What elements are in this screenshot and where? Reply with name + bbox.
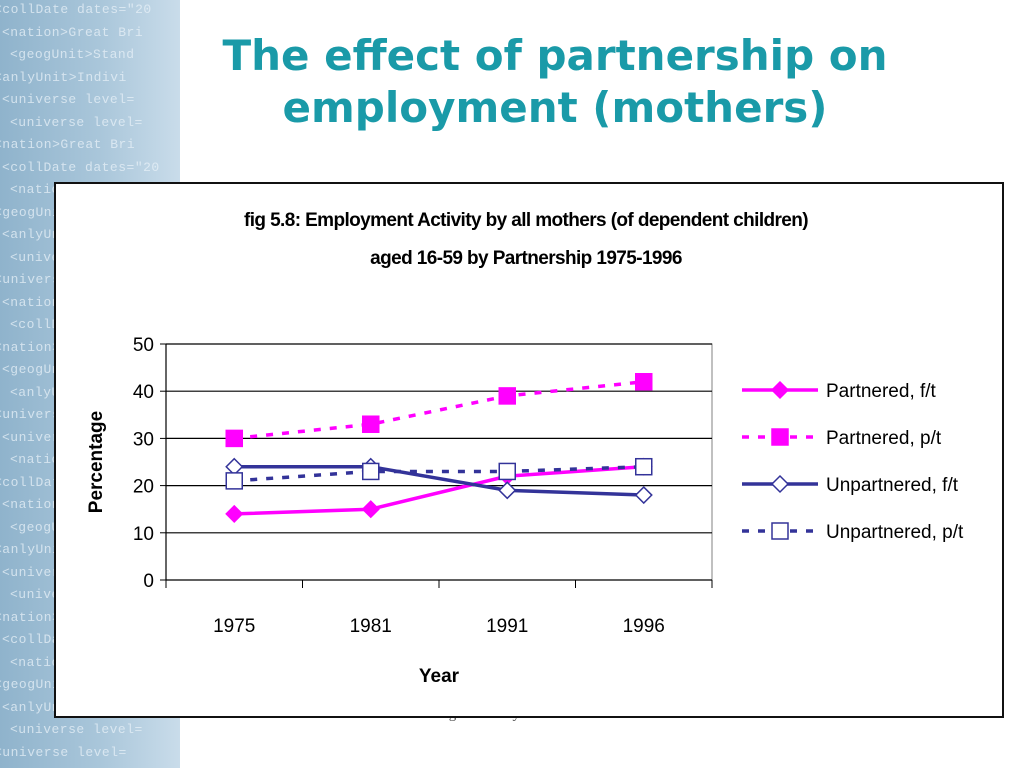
band-text-line: <collDate dates="20 bbox=[0, 2, 152, 17]
band-text-line: <universe level= bbox=[2, 92, 135, 107]
legend-label: Unpartnered, f/t bbox=[826, 475, 959, 496]
x-tick-label: 1975 bbox=[213, 616, 255, 637]
chart-title-line-2: aged 16-59 by Partnership 1975-1996 bbox=[370, 248, 682, 269]
data-point bbox=[225, 429, 243, 448]
data-point bbox=[635, 373, 653, 391]
employment-line-chart: fig 5.8: Employment Activity by all moth… bbox=[86, 210, 964, 687]
slide-title-line-2: employment (mothers) bbox=[282, 83, 828, 132]
data-point bbox=[635, 457, 653, 476]
y-tick-label: 30 bbox=[133, 429, 154, 450]
band-text-line: <geogUnit>Stand bbox=[10, 47, 135, 62]
y-tick-label: 20 bbox=[133, 477, 154, 498]
data-point bbox=[498, 387, 516, 405]
data-point bbox=[225, 504, 244, 523]
legend-swatch-marker bbox=[771, 428, 789, 446]
y-tick-label: 40 bbox=[133, 382, 154, 403]
legend-swatch-marker bbox=[771, 522, 789, 540]
band-text-line: <collDate dates="20 bbox=[2, 159, 160, 175]
data-point bbox=[225, 472, 243, 490]
series-line-3 bbox=[234, 464, 644, 497]
data-point bbox=[361, 500, 380, 519]
plot-area bbox=[165, 343, 713, 581]
legend-label: Partnered, f/t bbox=[826, 381, 937, 402]
x-tick-label: 1991 bbox=[486, 616, 528, 637]
data-point bbox=[498, 462, 516, 481]
y-tick-label: 0 bbox=[143, 571, 154, 592]
x-axis-title: Year bbox=[419, 666, 460, 687]
legend-swatch-marker bbox=[770, 380, 790, 400]
series-line-1 bbox=[234, 464, 644, 516]
legend-label: Unpartnered, p/t bbox=[826, 522, 964, 543]
y-tick-label: 10 bbox=[133, 524, 154, 545]
y-axis-title: Percentage bbox=[86, 411, 107, 513]
data-point bbox=[362, 462, 380, 481]
x-tick-label: 1996 bbox=[623, 616, 665, 637]
band-text-line: <nation>Great Bri bbox=[2, 24, 144, 40]
data-point bbox=[634, 485, 653, 505]
slide-title-line-1: The effect of partnership on bbox=[222, 31, 888, 80]
legend-swatch-marker bbox=[770, 474, 790, 494]
band-text-line: <anlyUnit>Indivi bbox=[0, 69, 127, 85]
band-text-line: <nation>Great Bri bbox=[0, 137, 136, 152]
data-point bbox=[498, 481, 517, 500]
band-text-line: <universe level= bbox=[10, 114, 143, 130]
slide-title: The effect of partnership on employment … bbox=[150, 30, 960, 134]
chart-frame: fig 5.8: Employment Activity by all moth… bbox=[54, 182, 1004, 718]
x-tick-label: 1981 bbox=[350, 616, 392, 637]
series-line-2 bbox=[234, 380, 644, 441]
band-text-line: <universe level= bbox=[10, 722, 143, 737]
series-line-4 bbox=[234, 464, 644, 483]
y-tick-label: 50 bbox=[133, 335, 154, 356]
legend-label: Partnered, p/t bbox=[826, 428, 942, 449]
band-text-line: <universe level= bbox=[0, 744, 127, 760]
chart-title-line-1: fig 5.8: Employment Activity by all moth… bbox=[244, 210, 808, 231]
data-point bbox=[362, 415, 380, 433]
